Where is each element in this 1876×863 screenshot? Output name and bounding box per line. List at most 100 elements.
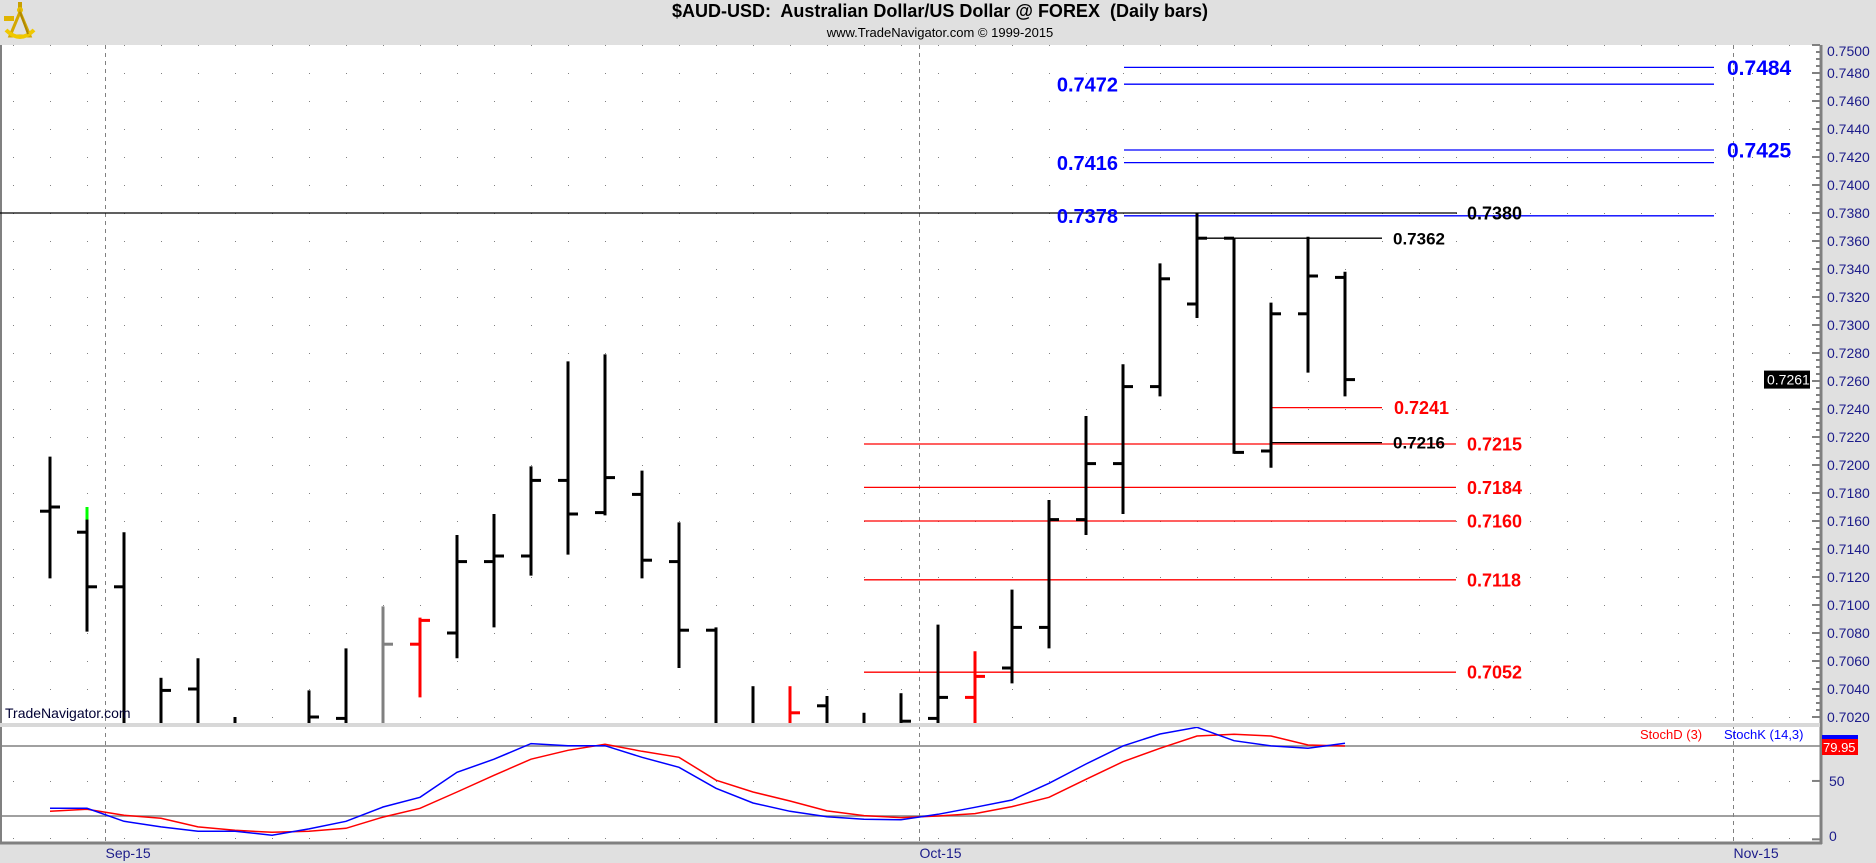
panel-separator xyxy=(0,723,1820,727)
y-tick-label: 0.7400 xyxy=(1827,177,1870,193)
ohlc-bar xyxy=(595,354,615,516)
y-tick-label: 0.7420 xyxy=(1827,149,1870,165)
y-tick-label: 0.7260 xyxy=(1827,373,1870,389)
ohlc-bar xyxy=(928,624,948,723)
stoch-last-value: 79.95 xyxy=(1823,740,1856,755)
y-tick-label: 0.7380 xyxy=(1827,205,1870,221)
y-tick-label: 0.7140 xyxy=(1827,541,1870,557)
y-tick-label: 0.7480 xyxy=(1827,65,1870,81)
level-label: 0.7378 xyxy=(1057,206,1118,228)
ohlc-bar xyxy=(817,696,829,723)
y-tick-label: 0.7200 xyxy=(1827,457,1870,473)
ohlc-bar xyxy=(1335,271,1355,397)
level-label: 0.7472 xyxy=(1057,74,1118,96)
ohlc-bar xyxy=(1224,236,1244,454)
last-price-label: 0.7261 xyxy=(1767,372,1810,388)
y-tick-label: 0.7440 xyxy=(1827,121,1870,137)
level-label: 0.7118 xyxy=(1467,570,1521,590)
ohlc-bar xyxy=(307,690,319,723)
level-label: 0.7160 xyxy=(1467,511,1522,531)
ohlc-bar xyxy=(1039,500,1059,649)
y-tick-label: 0.7220 xyxy=(1827,429,1870,445)
y-tick-label: 0.7060 xyxy=(1827,653,1870,669)
level-label: 0.7052 xyxy=(1467,663,1522,683)
ohlc-bar xyxy=(669,522,689,668)
x-tick-label: Oct-15 xyxy=(920,845,962,861)
ohlc-bar xyxy=(114,532,126,723)
ohlc-bar xyxy=(1298,236,1318,373)
y-tick-label: 0.7320 xyxy=(1827,289,1870,305)
y-tick-label: 0.7340 xyxy=(1827,261,1870,277)
price-levels xyxy=(0,66,1714,673)
stoch-grid-dots xyxy=(0,727,1820,842)
y-tick-label: 0.7080 xyxy=(1827,625,1870,641)
x-tick-label: Sep-15 xyxy=(106,845,151,861)
date-axis: Sep-15 Oct-15 Nov-15 xyxy=(106,845,1779,861)
ohlc-bar xyxy=(1150,263,1170,397)
ohlc-bar xyxy=(965,651,985,723)
y-tick-label: 0.7180 xyxy=(1827,485,1870,501)
ohlc-bar xyxy=(1261,302,1281,468)
ohlc-bars xyxy=(40,213,1355,723)
sextant-logo-icon xyxy=(4,2,36,39)
level-label: 0.7362 xyxy=(1393,229,1445,248)
y-tick-label: 0.7040 xyxy=(1827,681,1870,697)
price-level-labels: 0.7484 0.7472 0.7425 0.7416 0.7380 0.7378 0.73… xyxy=(1057,57,1792,683)
level-label: 0.7215 xyxy=(1467,434,1522,454)
level-label: 0.7425 xyxy=(1727,140,1792,163)
ohlc-bar xyxy=(1076,416,1096,535)
legend-stochd: StochD (3) xyxy=(1640,727,1702,742)
y-tick-label: 0.7160 xyxy=(1827,513,1870,529)
ohlc-bar xyxy=(521,466,541,576)
price-axis: 0.7020 0.7040 0.7060 0.7080 0.7100 0.7120 0.71… xyxy=(1812,43,1870,725)
level-label: 0.7416 xyxy=(1057,153,1118,175)
last-price-badge: 0.7261 xyxy=(1764,370,1810,389)
chart-subtitle: www.TradeNavigator.com © 1999-2015 xyxy=(826,25,1054,40)
level-label: 0.7484 xyxy=(1727,57,1792,80)
ohlc-bar xyxy=(381,606,393,723)
ohlc-bar xyxy=(1113,364,1133,514)
month-gridlines xyxy=(105,45,1734,842)
ohlc-bar xyxy=(1187,213,1207,318)
ohlc-bar xyxy=(188,658,200,723)
stoch-series-line xyxy=(49,733,1346,834)
ohlc-bar xyxy=(447,535,467,659)
ohlc-bar xyxy=(159,677,171,723)
legend-stochk: StochK (14,3) xyxy=(1724,727,1804,742)
y-tick-label: 0.7360 xyxy=(1827,233,1870,249)
level-label: 0.7184 xyxy=(1467,478,1522,498)
y-tick-label: 0.7280 xyxy=(1827,345,1870,361)
y-tick-label: 0.7020 xyxy=(1827,709,1870,725)
ohlc-bar xyxy=(77,507,97,632)
ohlc-bar xyxy=(632,470,652,579)
stoch-series-line xyxy=(50,727,1346,837)
price-grid-dots xyxy=(0,45,1820,723)
ohlc-bar xyxy=(706,627,718,723)
stoch-tick-label: 0 xyxy=(1829,828,1837,844)
ohlc-bar xyxy=(1002,589,1022,684)
level-label: 0.7216 xyxy=(1393,434,1445,453)
ohlc-bar xyxy=(558,361,578,555)
level-label: 0.7380 xyxy=(1467,203,1522,223)
y-tick-label: 0.7120 xyxy=(1827,569,1870,585)
ohlc-bar xyxy=(788,686,800,723)
level-label: 0.7241 xyxy=(1394,398,1449,418)
y-tick-label: 0.7100 xyxy=(1827,597,1870,613)
x-tick-label: Nov-15 xyxy=(1734,845,1779,861)
ohlc-bar xyxy=(336,648,348,723)
ohlc-bar xyxy=(899,693,911,723)
stoch-tick-label: 50 xyxy=(1829,773,1845,789)
y-tick-label: 0.7500 xyxy=(1827,43,1870,59)
stochastic-lines xyxy=(0,727,1820,837)
ohlc-bar xyxy=(40,456,60,579)
y-tick-label: 0.7300 xyxy=(1827,317,1870,333)
chart-title: $AUD-USD: Australian Dollar/US Dollar @ … xyxy=(672,1,1208,21)
y-tick-label: 0.7240 xyxy=(1827,401,1870,417)
stoch-axis: 50 0 xyxy=(1812,773,1845,844)
ohlc-bar xyxy=(410,617,430,698)
watermark: TradeNavigator.com xyxy=(5,705,131,721)
ohlc-bar xyxy=(484,514,504,628)
stoch-last-value-badge: 79.95 xyxy=(1822,735,1858,755)
y-tick-label: 0.7460 xyxy=(1827,93,1870,109)
